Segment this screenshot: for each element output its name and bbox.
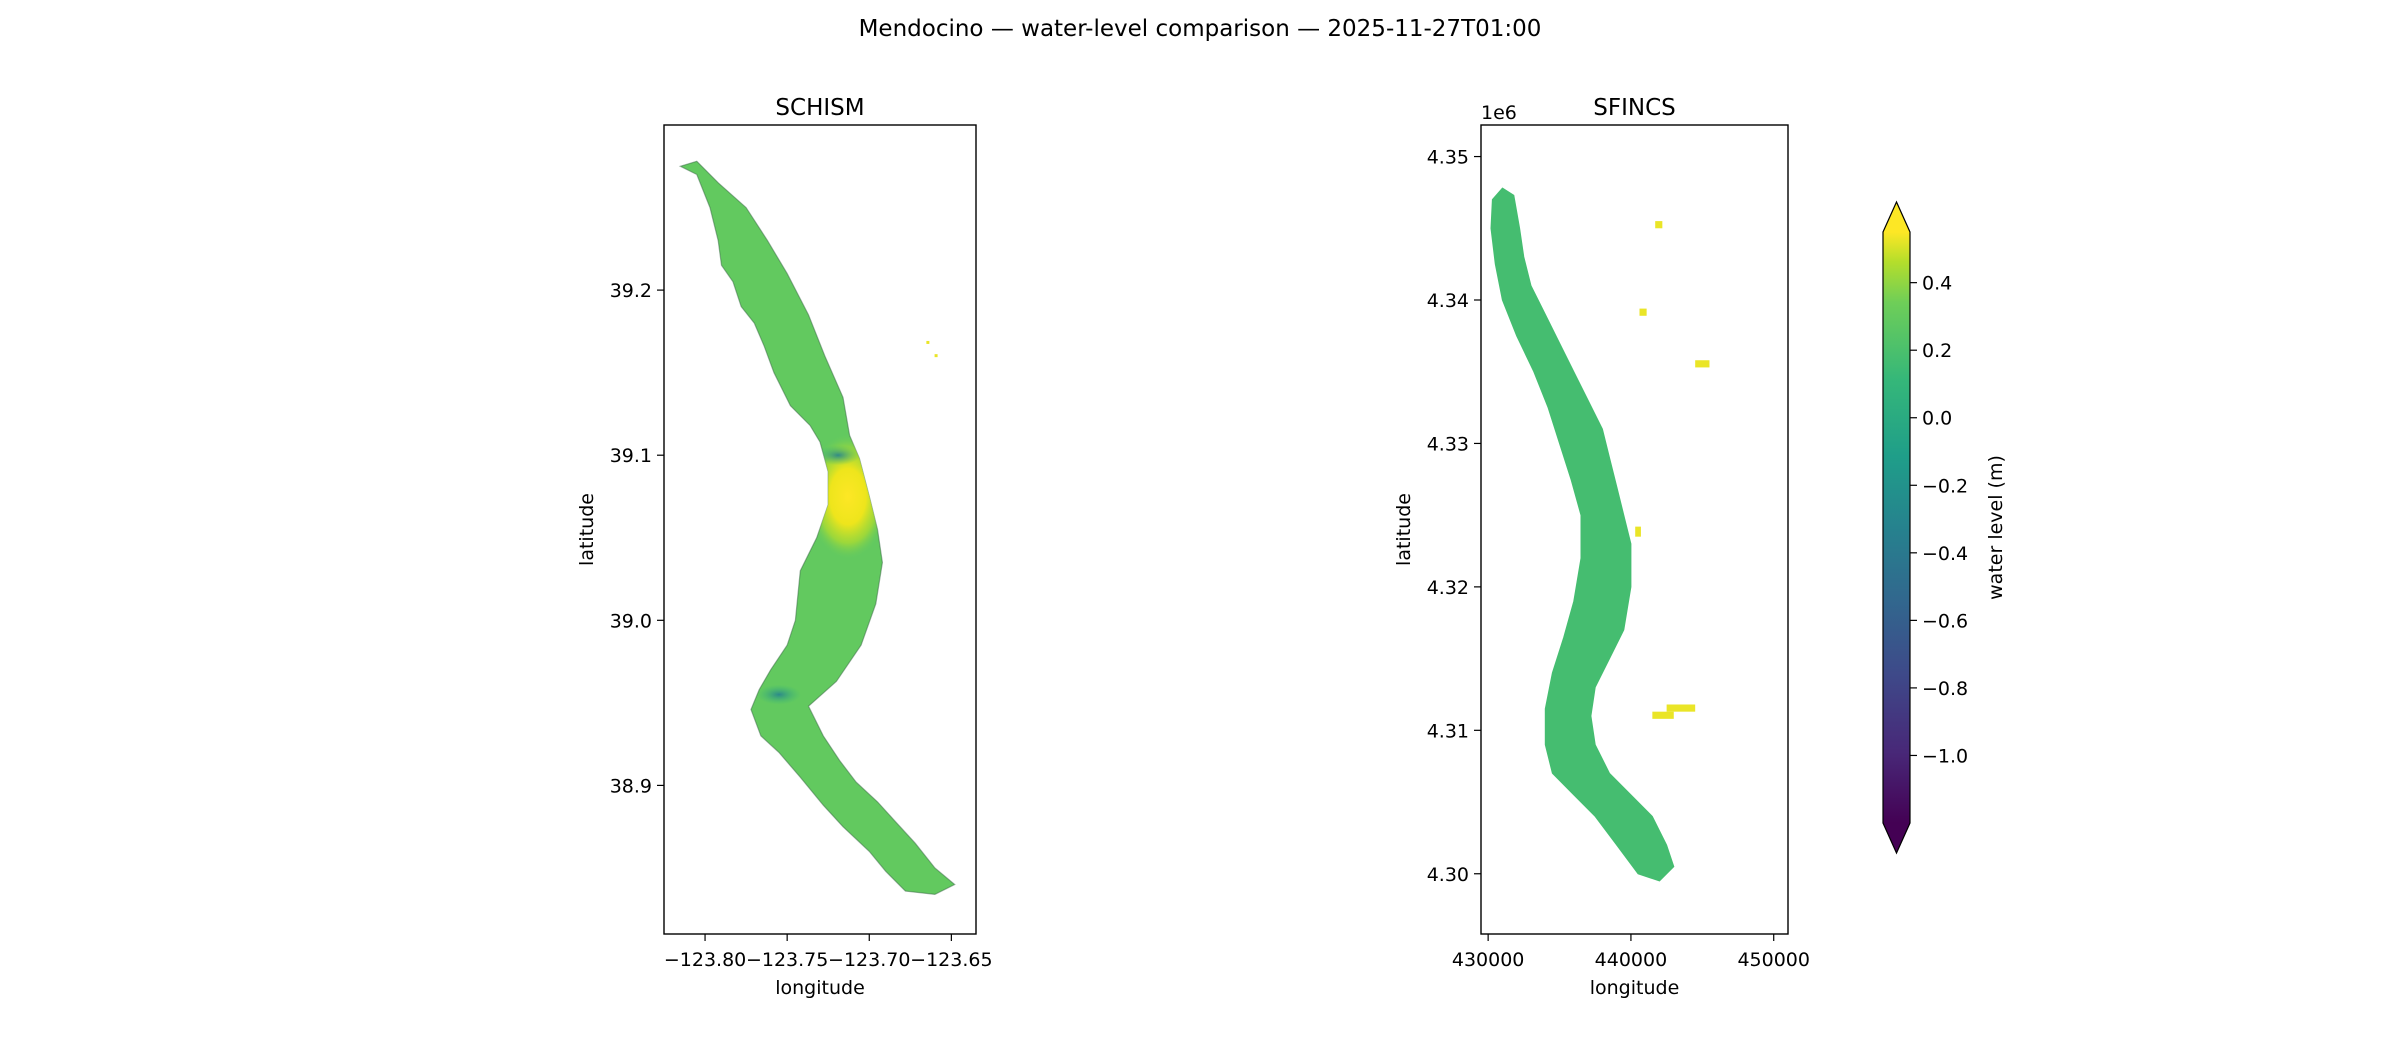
x-tick-label: −123.65 [910,949,992,971]
colorbar-tick-label: −0.4 [1922,543,1968,565]
y-offset-label: 1e6 [1481,102,1517,124]
colorbar-tick-label: 0.0 [1922,408,1952,430]
colorbar-label: water level (m) [1985,455,2007,600]
colorbar-extend-max [1883,202,1910,232]
panel-title: SFINCS [1593,95,1675,121]
plot-area [1490,187,1710,882]
y-tick-label: 4.30 [1427,864,1469,886]
x-axis-label: longitude [1590,977,1680,999]
y-axis-label: latitude [1393,493,1415,566]
y-tick-label: 39.1 [610,445,652,467]
y-tick-label: 4.31 [1427,720,1469,742]
colorbar-tick-label: −0.8 [1922,678,1968,700]
y-tick-label: 4.32 [1427,577,1469,599]
isolated-cell [1695,360,1710,368]
colorbar-outline [1882,200,1911,855]
water-level-field [1490,187,1675,882]
x-tick-label: 440000 [1595,949,1668,971]
isolated-cell [926,340,930,344]
x-tick-label: −123.70 [828,949,910,971]
x-tick-label: −123.80 [664,949,746,971]
x-tick-label: 450000 [1737,949,1810,971]
x-tick-label: −123.75 [746,949,828,971]
y-tick-label: 39.2 [610,280,652,302]
axes-frame [663,124,977,935]
water-level-field [680,161,955,895]
colorbar-tick-label: 0.2 [1922,340,1952,362]
schism-panel: −123.80 −123.75 −123.70 −123.65 38.9 39.0 39.1… [576,95,993,999]
colorbar-extend-min [1883,823,1910,853]
colorbar-gradient [1883,232,1910,823]
isolated-cell [1652,711,1674,719]
figure-title: Mendocino — water-level comparison — 202… [858,16,1542,42]
isolated-cell [1666,704,1696,712]
colorbar-tick-label: −0.6 [1922,610,1968,632]
isolated-cell [1639,308,1647,316]
axes-frame [1480,124,1789,935]
panel-title: SCHISM [775,95,864,121]
x-tick-label: 430000 [1452,949,1525,971]
colorbar-tick-label: −1.0 [1922,745,1968,767]
colorbar-tick-label: 0.4 [1922,273,1952,295]
y-tick-label: 39.0 [610,610,652,632]
y-tick-label: 4.33 [1427,433,1469,455]
y-tick-label: 38.9 [610,775,652,797]
y-tick-label: 4.35 [1427,147,1469,169]
x-axis-label: longitude [775,977,865,999]
low-water-streak [756,684,801,705]
isolated-cell [934,354,938,358]
y-axis-label: latitude [576,493,598,566]
sfincs-panel: 430000 440000 450000 4.30 4.31 4.32 4.33 4.34 4.… [1393,95,1810,999]
colorbar: 0.4 0.2 0.0 −0.2 −0.4 −0.6 −0.8 −1.0 water level… [1882,200,2007,855]
isolated-cell [1635,526,1641,537]
colorbar-tick-label: −0.2 [1922,475,1968,497]
y-tick-label: 4.34 [1427,290,1469,312]
isolated-cell [1655,221,1663,229]
plot-area [678,160,956,896]
low-water-streak [816,445,861,466]
